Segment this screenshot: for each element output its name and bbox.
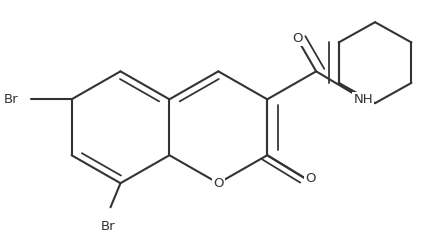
Text: O: O (213, 177, 224, 190)
Text: Br: Br (101, 220, 116, 233)
Text: NH: NH (353, 93, 373, 106)
Text: Br: Br (4, 93, 19, 106)
Text: O: O (292, 32, 303, 45)
Text: O: O (305, 172, 316, 185)
